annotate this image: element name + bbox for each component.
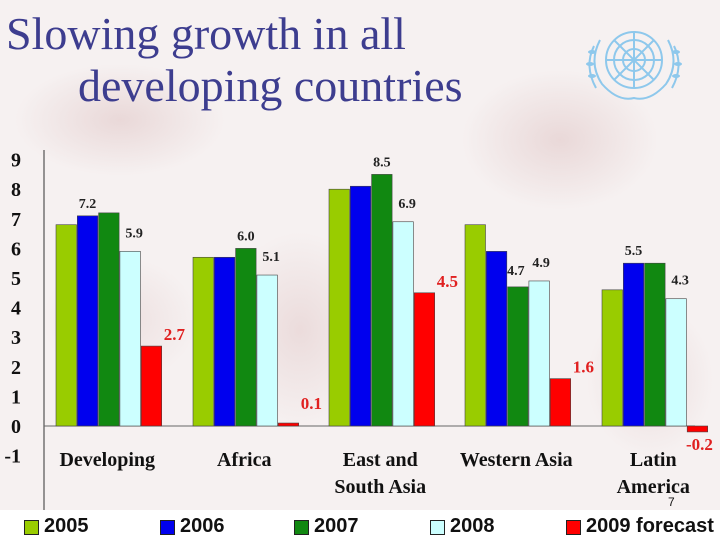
un-emblem-icon <box>586 31 682 100</box>
x-category-label: East and <box>343 449 418 471</box>
chart-legend: 2005 2006 2007 2008 2009 forecast <box>0 510 720 540</box>
bar-label-2006-4: 5.5 <box>625 244 643 259</box>
legend-label: 2007 <box>314 515 359 537</box>
bar-2009-forecast-0 <box>140 345 162 427</box>
bar-label-2008-3: 4.9 <box>532 256 550 271</box>
bar-label-2009-forecast-4: -0.2 <box>686 435 713 454</box>
bar-label-2008-0: 5.9 <box>125 226 143 241</box>
bar-2006-4 <box>622 262 645 427</box>
bar-2006-2 <box>349 185 372 427</box>
bar-2007-4 <box>644 262 666 427</box>
bar-label-2009-forecast-0: 2.7 <box>164 325 186 344</box>
bar-label-2006-0: 7.2 <box>79 197 97 212</box>
bar-2008-1 <box>256 274 278 427</box>
y-tick-label: 5 <box>11 268 21 290</box>
x-category-label: South Asia <box>334 476 426 498</box>
bar-2008-4 <box>665 298 687 427</box>
bar-label-2009-forecast-2: 4.5 <box>437 272 458 291</box>
bar-2008-3 <box>528 280 550 427</box>
bar-2006-1 <box>214 256 236 427</box>
legend-label: 2008 <box>450 515 495 537</box>
bar-2005-1 <box>192 256 214 427</box>
y-tick-label: 3 <box>11 327 21 349</box>
y-tick-label: 4 <box>11 298 21 320</box>
bar-label-2008-2: 6.9 <box>398 197 416 212</box>
y-tick-label: 2 <box>11 357 21 379</box>
bar-label-2009-forecast-1: 0.1 <box>301 394 322 413</box>
x-axis: Developing Africa East and South Asia Wester… <box>59 449 689 498</box>
bar-2009-forecast-3 <box>549 378 572 427</box>
bar-2008-2 <box>392 221 414 427</box>
bar-2006-0 <box>77 215 99 427</box>
y-tick-label: 7 <box>11 209 21 231</box>
bar-2005-4 <box>601 289 623 427</box>
legend-swatch <box>160 520 175 535</box>
bar-2007-0 <box>98 212 120 427</box>
y-tick-label: -1 <box>4 446 21 468</box>
bar-label-2007-2: 8.5 <box>373 155 391 170</box>
bar-2006-3 <box>485 251 508 427</box>
bar-2008-0 <box>119 251 141 427</box>
y-tick-label: 0 <box>11 416 21 438</box>
x-category-label: Latin <box>630 449 677 471</box>
y-tick-label: 6 <box>11 238 21 260</box>
bar-label-2008-1: 5.1 <box>262 250 280 265</box>
legend-label: 2006 <box>180 515 225 537</box>
x-category-label: America <box>617 476 690 498</box>
bar-2009-forecast-4 <box>686 425 709 433</box>
bar-2005-3 <box>464 224 486 427</box>
bar-value-labels: 7.2 5.5 6.0 8.5 4.7 5.9 5.1 6.9 4.9 4.3 2.7 0.1 4.5 1… <box>79 155 713 454</box>
legend-label: 2009 forecast <box>586 515 714 537</box>
slide-title: Slowing growth in all developing countri… <box>6 8 463 112</box>
bar-2009-forecast-2 <box>413 292 436 427</box>
legend-swatch <box>566 520 581 535</box>
bar-2009-forecast-1 <box>277 422 300 427</box>
page-number: 7 <box>668 495 675 509</box>
bar-2005-2 <box>328 188 350 427</box>
legend-swatch <box>24 520 39 535</box>
bar-label-2007-3: 4.7 <box>507 264 525 279</box>
slide-title-line-1: Slowing growth in all <box>6 8 406 59</box>
y-tick-label: 8 <box>11 179 21 201</box>
bar-label-2009-forecast-3: 1.6 <box>573 358 594 377</box>
y-tick-label: 1 <box>11 386 21 408</box>
bar-2007-1 <box>235 248 257 427</box>
legend-swatch <box>430 520 445 535</box>
bar-2005-0 <box>55 224 77 427</box>
x-category-label: Africa <box>217 449 271 471</box>
x-category-label: Western Asia <box>460 449 573 471</box>
legend-label: 2005 <box>44 515 89 537</box>
legend-swatch <box>294 520 309 535</box>
bar-label-2007-1: 6.0 <box>237 229 255 244</box>
bar-label-2008-4: 4.3 <box>671 274 689 289</box>
y-tick-label: 9 <box>11 150 21 172</box>
slide-title-line-2: developing countries <box>78 60 463 111</box>
x-category-label: Developing <box>59 449 155 471</box>
bar-2007-2 <box>371 174 393 427</box>
bars <box>55 174 709 433</box>
bar-2007-3 <box>507 286 529 427</box>
